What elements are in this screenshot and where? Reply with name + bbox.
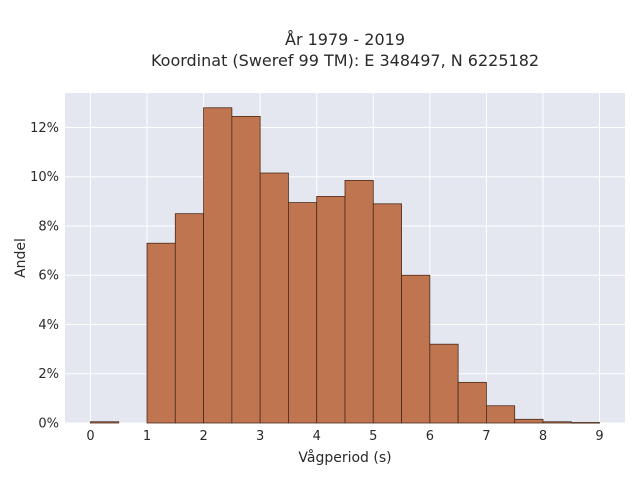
x-tick-label: 1 bbox=[143, 429, 151, 444]
chart-title-line-2: Koordinat (Sweref 99 TM): E 348497, N 62… bbox=[151, 51, 539, 70]
y-tick-label: 10% bbox=[30, 170, 59, 185]
y-tick-label: 0% bbox=[38, 417, 59, 432]
x-tick-label: 7 bbox=[482, 429, 490, 444]
histogram-bar bbox=[231, 115, 261, 424]
histogram-bar bbox=[429, 343, 459, 424]
histogram-bar bbox=[288, 202, 318, 424]
histogram-bar bbox=[542, 421, 572, 424]
x-tick-label: 4 bbox=[313, 429, 321, 444]
y-tick-label: 6% bbox=[38, 269, 59, 284]
histogram-bar bbox=[344, 180, 374, 424]
x-tick-label: 3 bbox=[256, 429, 264, 444]
y-tick-label: 4% bbox=[38, 318, 59, 333]
histogram-bar bbox=[316, 196, 346, 424]
histogram-bar bbox=[259, 172, 289, 424]
histogram-bar bbox=[146, 242, 176, 424]
x-axis-title: Vågperiod (s) bbox=[298, 449, 391, 466]
x-tick-label: 9 bbox=[595, 429, 603, 444]
histogram-bar bbox=[514, 418, 544, 424]
histogram-bar bbox=[203, 107, 233, 424]
histogram-bar bbox=[174, 213, 204, 424]
histogram-bar bbox=[570, 422, 600, 424]
x-tick-label: 6 bbox=[426, 429, 434, 444]
x-axis-ticks: 0 1 2 3 4 5 6 7 8 9 bbox=[86, 429, 603, 444]
y-axis-title: Andel bbox=[13, 238, 29, 278]
histogram-bar bbox=[90, 421, 120, 424]
x-tick-label: 2 bbox=[199, 429, 207, 444]
y-axis-ticks: 0% 2% 4% 6% 8% 10% 12% bbox=[30, 121, 59, 432]
histogram-bar bbox=[372, 203, 402, 424]
chart-title-line-1: År 1979 - 2019 bbox=[285, 30, 405, 49]
y-tick-label: 12% bbox=[30, 121, 59, 136]
x-tick-label: 0 bbox=[86, 429, 94, 444]
histogram-bar bbox=[457, 381, 487, 424]
histogram-bars bbox=[90, 107, 600, 424]
y-tick-label: 2% bbox=[38, 367, 59, 382]
histogram-bar bbox=[401, 274, 431, 424]
x-tick-label: 8 bbox=[539, 429, 547, 444]
x-tick-label: 5 bbox=[369, 429, 377, 444]
y-tick-label: 8% bbox=[38, 219, 59, 234]
histogram-bar bbox=[486, 405, 516, 424]
